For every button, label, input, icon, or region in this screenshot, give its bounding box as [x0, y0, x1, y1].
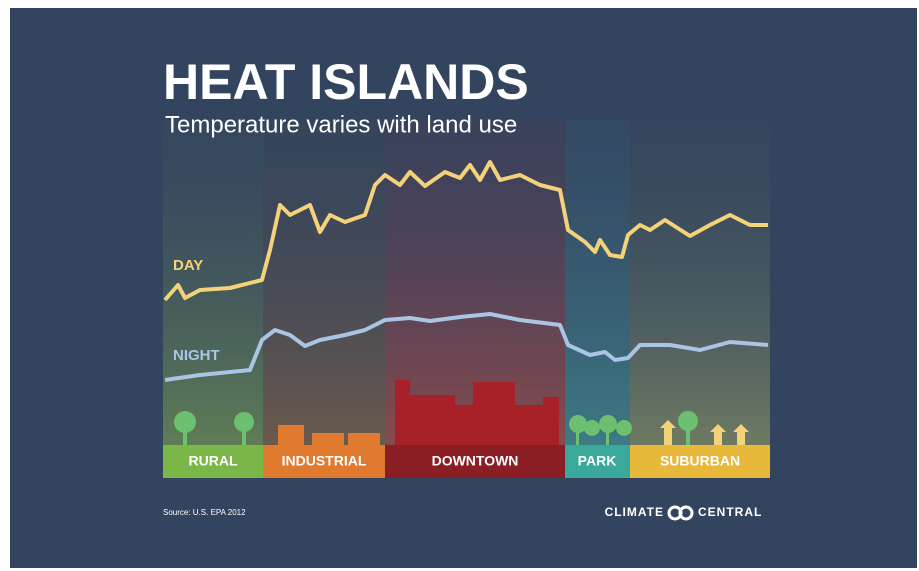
day-label: DAY: [173, 257, 203, 274]
source: Source: U.S. EPA 2012: [163, 508, 246, 517]
brand-left: CLIMATE: [605, 505, 664, 519]
title: HEAT ISLANDS: [163, 54, 529, 110]
industrial-zone: [263, 120, 385, 445]
suburban-zone: [630, 120, 770, 445]
subtitle: Temperature varies with land use: [165, 111, 517, 138]
zone-labels: RURAL INDUSTRIAL DOWNTOWN PARK SUBURBAN: [163, 445, 770, 478]
zone-label: PARK: [578, 453, 617, 469]
brand-right: CENTRAL: [698, 505, 762, 519]
park-zone: [565, 120, 630, 445]
night-label: NIGHT: [173, 347, 220, 364]
infographic: HEAT ISLANDS Temperature varies with lan…: [0, 0, 919, 571]
zone-label: SUBURBAN: [660, 453, 740, 469]
zone-label: RURAL: [189, 453, 238, 469]
zone-label: INDUSTRIAL: [282, 453, 367, 469]
zone-label: DOWNTOWN: [432, 453, 519, 469]
